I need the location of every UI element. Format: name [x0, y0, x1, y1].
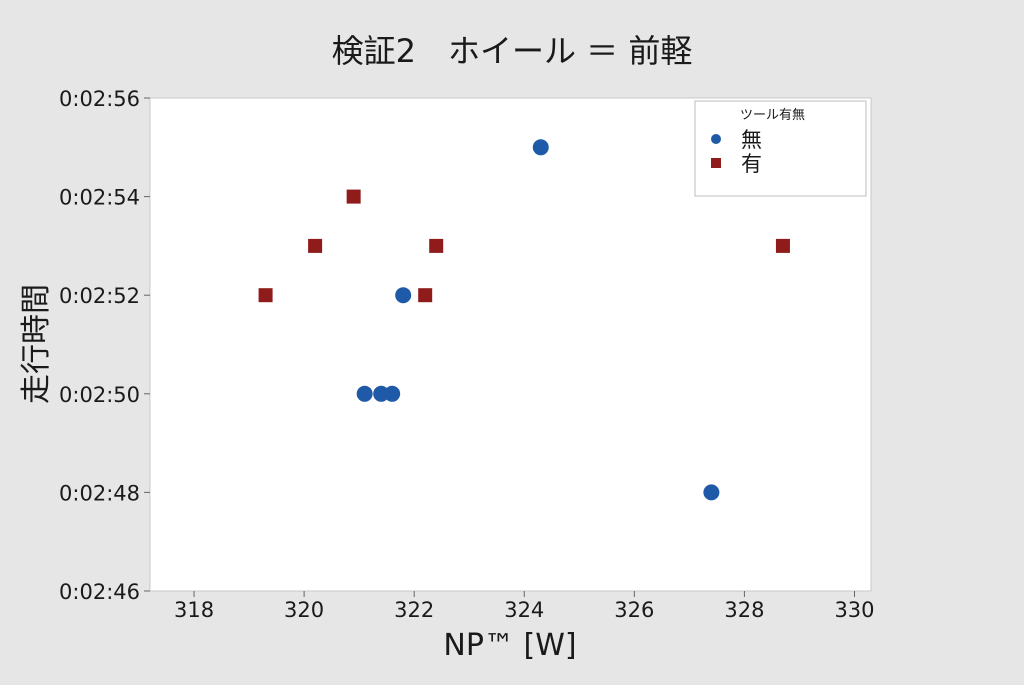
y-tick-label: 0:02:50 [59, 383, 140, 407]
legend: ツール有無 無有 [694, 100, 867, 197]
data-point-square [308, 238, 323, 253]
y-tick-label: 0:02:54 [59, 186, 140, 210]
legend-box [694, 100, 867, 197]
x-tick-label: 324 [504, 598, 544, 622]
data-point-circle [703, 484, 720, 501]
legend-items: 無有 [711, 128, 762, 176]
data-point-circle [356, 385, 373, 402]
data-point-circle [532, 139, 549, 156]
y-tick-label: 0:02:48 [59, 481, 140, 505]
y-axis-label: 走行時間 [19, 284, 54, 404]
data-point-square [429, 238, 444, 253]
data-point-square [346, 189, 361, 204]
y-tick-label: 0:02:52 [59, 284, 140, 308]
data-point-square [418, 288, 433, 303]
y-axis-ticks: 0:02:46 0:02:48 0:02:50 0:02:52 0:02:54 0:02:… [59, 87, 150, 604]
data-points [258, 139, 790, 501]
legend-title: ツール有無 [740, 108, 805, 123]
x-tick-label: 328 [724, 598, 764, 622]
data-point-square [258, 288, 273, 303]
legend-label: 有 [741, 152, 762, 176]
data-point-circle [373, 385, 390, 402]
x-tick-label: 330 [834, 598, 874, 622]
x-tick-label: 322 [394, 598, 434, 622]
data-point-circle [395, 287, 412, 304]
legend-marker-circle [711, 134, 721, 144]
legend-label: 無 [741, 128, 762, 152]
x-axis-label: NP™ [W] [443, 628, 576, 663]
data-point-circle [384, 385, 401, 402]
x-axis-ticks: 318 320 322 324 326 328 330 [174, 591, 875, 622]
legend-marker-square [711, 158, 721, 168]
y-tick-label: 0:02:56 [59, 87, 140, 111]
y-tick-label: 0:02:46 [59, 580, 140, 604]
x-tick-label: 318 [174, 598, 214, 622]
x-tick-label: 326 [614, 598, 654, 622]
x-tick-label: 320 [284, 598, 324, 622]
data-point-square [775, 238, 790, 253]
chart-title: 検証2 ホイール ＝ 前軽 [332, 32, 693, 70]
